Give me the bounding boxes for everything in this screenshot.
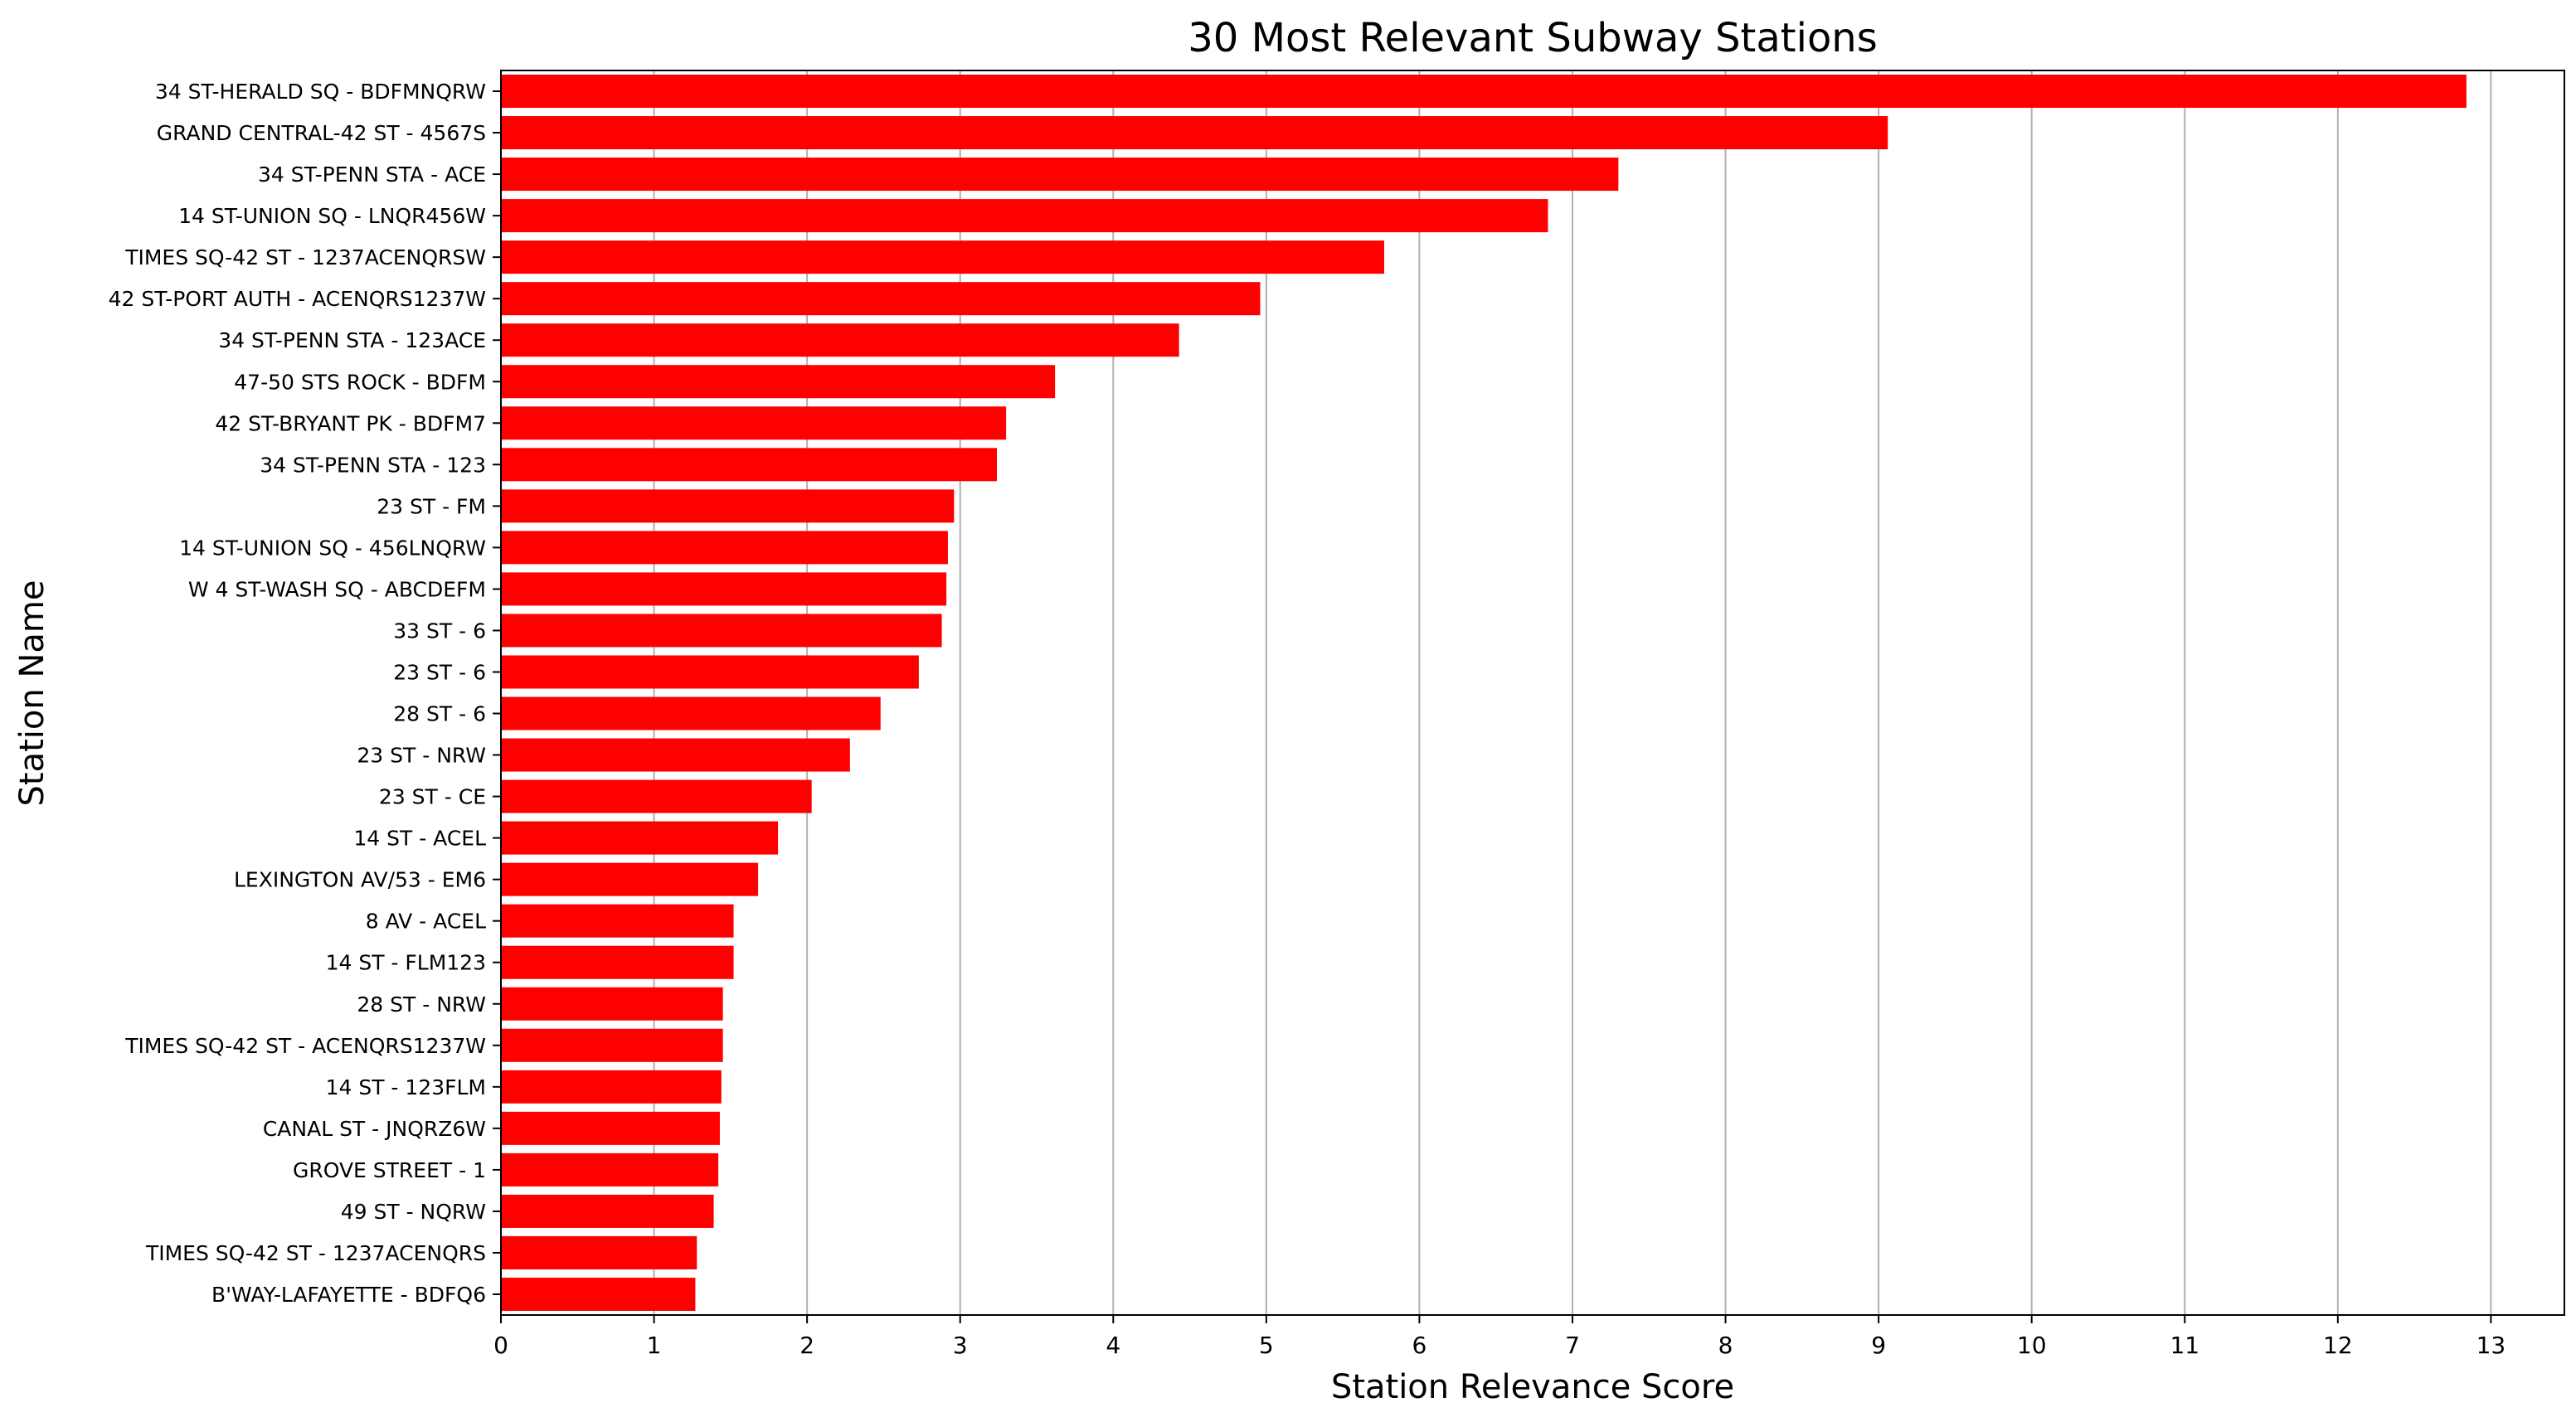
bar [501,158,1619,192]
bar [501,406,1007,440]
y-tick-label: 42 ST-PORT AUTH - ACENQRS1237W [109,287,486,311]
x-tick-labels: 0 1 2 3 4 5 6 7 8 9 10 11 12 13 [493,1315,2506,1359]
y-tick-label: GRAND CENTRAL-42 ST - 4567S [157,121,486,145]
bar [501,614,942,648]
y-tick-label: 14 ST - FLM123 [326,951,486,975]
y-tick-label: 23 ST - CE [379,785,486,809]
y-tick-label: 23 ST - FM [377,494,486,518]
bar [501,696,881,730]
bar [501,987,723,1021]
y-tick-label: 14 ST - 123FLM [326,1075,486,1099]
y-tick-label: TIMES SQ-42 ST - 1237ACENQRS [145,1241,486,1265]
bar [501,531,948,565]
x-tick-label: 1 [647,1332,662,1359]
y-tick-label: 34 ST-PENN STA - 123ACE [218,328,486,352]
bar [501,365,1056,399]
bar [501,75,2467,109]
bar [501,1111,720,1145]
x-tick-label: 9 [1871,1332,1886,1359]
x-tick-label: 0 [493,1332,508,1359]
bar [501,1277,696,1311]
bar [501,1235,697,1269]
x-tick-label: 3 [953,1332,968,1359]
y-tick-label: LEXINGTON AV/53 - EM6 [234,868,486,892]
bar [501,945,734,979]
y-tick-label: TIMES SQ-42 ST - ACENQRS1237W [124,1034,486,1058]
y-axis-label: Station Name [13,580,51,807]
x-tick-label: 8 [1718,1332,1733,1359]
x-tick-label: 5 [1259,1332,1274,1359]
bar [501,1070,722,1104]
y-tick-label: 8 AV - ACEL [366,910,486,934]
x-tick-label: 12 [2323,1332,2353,1359]
y-tick-label: 34 ST-HERALD SQ - BDFMNQRW [155,80,486,104]
bar [501,116,1888,150]
y-tick-label: 14 ST - ACEL [353,827,486,851]
y-tick-label: TIMES SQ-42 ST - 1237ACENQRSW [124,245,486,269]
bar [501,240,1384,274]
y-tick-label: 14 ST-UNION SQ - 456LNQRW [179,536,486,560]
bar [501,779,812,813]
bar [501,489,955,523]
x-tick-label: 2 [800,1332,814,1359]
bar [501,821,779,855]
bar [501,862,759,896]
x-tick-label: 13 [2476,1332,2506,1359]
y-tick-label: B'WAY-LAFAYETTE - BDFQ6 [211,1283,486,1307]
bar [501,572,947,606]
y-tick-label: 49 ST - NQRW [341,1200,486,1224]
x-tick-label: 4 [1106,1332,1120,1359]
y-tick-label: W 4 ST-WASH SQ - ABCDEFM [188,577,486,601]
y-tick-label: 23 ST - NRW [357,744,486,768]
y-tick-label: 23 ST - 6 [393,660,486,684]
y-tick-label: GROVE STREET - 1 [293,1158,486,1182]
bar [501,282,1261,316]
bar [501,1153,719,1186]
x-axis-label: Station Relevance Score [1331,1368,1734,1406]
bar [501,1028,723,1062]
bar [501,904,734,938]
bar [501,323,1179,357]
y-tick-label: 42 ST-BRYANT PK - BDFM7 [215,411,486,435]
bars [501,75,2467,1311]
x-tick-label: 7 [1565,1332,1580,1359]
x-tick-label: 10 [2017,1332,2047,1359]
grid-lines [500,70,2492,1315]
bar [501,655,919,689]
plot-frame [500,70,2565,1316]
y-tick-label: 28 ST - 6 [393,702,486,726]
y-tick-label: 28 ST - NRW [357,992,486,1017]
y-tick-label: 14 ST-UNION SQ - LNQR456W [178,204,486,228]
y-tick-labels: 34 ST-HERALD SQ - BDFMNQRW GRAND CENTRAL-… [109,80,501,1307]
bar [501,738,850,772]
x-tick-label: 11 [2170,1332,2199,1359]
bar [501,448,998,482]
bar [501,1194,714,1228]
y-tick-label: 34 ST-PENN STA - 123 [260,453,486,477]
y-tick-label: 33 ST - 6 [393,619,486,643]
bar [501,199,1548,233]
y-tick-label: 34 ST-PENN STA - ACE [258,163,486,187]
x-tick-label: 6 [1412,1332,1427,1359]
y-tick-label: CANAL ST - JNQRZ6W [263,1117,486,1141]
chart-title: 30 Most Relevant Subway Stations [1188,15,1877,61]
y-tick-label: 47-50 STS ROCK - BDFM [234,370,486,394]
